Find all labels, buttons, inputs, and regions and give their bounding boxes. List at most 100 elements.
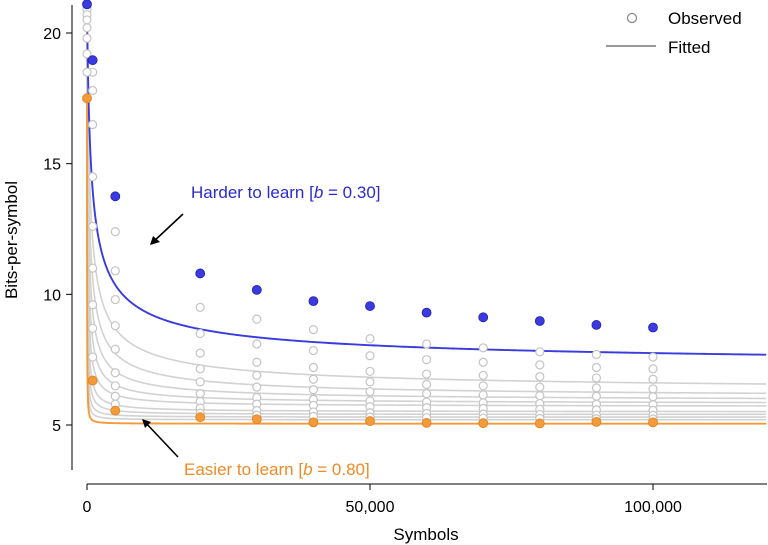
- observed-point-s5-9: [535, 391, 545, 401]
- observed-point-s0-3: [195, 268, 206, 279]
- observed-point-s2-7: [422, 355, 432, 365]
- observed-point-s0-6: [365, 301, 375, 311]
- legend-fitted-label: Fitted: [668, 38, 711, 57]
- observed-point-s4-8: [478, 381, 488, 391]
- observed-point-s1-3: [195, 302, 205, 312]
- x-tick-label-2: 100,000: [624, 499, 682, 516]
- annotation-hard-text: Harder to learn [b = 0.30]: [191, 183, 381, 202]
- observed-point-s0-7: [421, 307, 432, 318]
- annotation-easy-text: Easier to learn [b = 0.80]: [184, 460, 370, 479]
- observed-point-s0-9: [534, 316, 545, 326]
- observed-point-s2-10: [591, 362, 602, 373]
- observed-point-s4-3: [195, 364, 205, 374]
- observed-point-s7-0: [82, 33, 92, 43]
- annotation-hard-arrowhead: [150, 236, 160, 245]
- x-axis-label: Symbols: [393, 525, 458, 544]
- observed-point-s5-10: [591, 391, 602, 401]
- legend-observed-marker: [626, 12, 638, 24]
- observed-point-s3-10: [591, 373, 602, 383]
- observed-point-s2-9: [535, 360, 545, 370]
- observed-point-s9-0: [82, 67, 92, 77]
- y-axis-label: Bits-per-symbol: [2, 181, 21, 299]
- observed-point-s4-4: [252, 370, 262, 380]
- observed-point-s5-7: [422, 389, 432, 399]
- observed-point-s1-9: [535, 347, 545, 357]
- observed-point-s1-6: [365, 334, 375, 344]
- observed-point-s4-10: [591, 383, 602, 393]
- observed-point-s10-11: [648, 417, 658, 428]
- observed-point-s4-11: [648, 384, 658, 394]
- annotation-hard: Harder to learn [b = 0.30]: [150, 183, 381, 245]
- observed-point-s9-1: [88, 352, 98, 362]
- observed-point-s10-3: [195, 412, 206, 423]
- observed-point-s0-10: [591, 320, 602, 330]
- observed-point-s0-5: [308, 296, 319, 307]
- observed-point-s3-4: [252, 357, 262, 367]
- observed-point-s3-6: [365, 366, 375, 377]
- y-tick-label-3: 20: [43, 26, 61, 43]
- observed-point-s10-6: [365, 416, 375, 426]
- observed-point-s5-0: [82, 15, 92, 25]
- observed-point-s0-0: [82, 0, 92, 10]
- observed-point-s2-3: [195, 328, 205, 339]
- observed-point-s1-8: [478, 343, 488, 353]
- y-axis-ticks: 5 10 15 20: [43, 26, 72, 435]
- observed-point-s0-1: [87, 55, 98, 66]
- annotation-easy-arrowhead: [142, 419, 151, 428]
- observed-point-s2-11: [648, 364, 658, 374]
- observed-point-s4-1: [88, 172, 98, 182]
- observed-point-s7-2: [110, 381, 120, 391]
- observed-point-s1-7: [422, 339, 432, 349]
- observed-point-s3-9: [535, 372, 545, 382]
- observed-point-s3-7: [422, 369, 432, 379]
- observed-point-s4-9: [535, 382, 545, 392]
- y-tick-label-2: 15: [43, 157, 61, 174]
- observed-point-s1-10: [591, 349, 602, 360]
- observed-point-s2-1: [88, 85, 98, 96]
- observed-point-s3-11: [648, 374, 658, 384]
- observed-points: [82, 0, 658, 429]
- observed-point-s1-5: [308, 325, 318, 335]
- observed-point-s4-6: [365, 377, 375, 387]
- observed-point-s10-9: [534, 418, 545, 429]
- observed-point-s0-2: [110, 191, 121, 202]
- annotation-hard-arrow: [151, 213, 184, 244]
- observed-point-s5-11: [648, 392, 658, 402]
- observed-point-s2-6: [365, 351, 375, 361]
- y-tick-label-0: 5: [52, 418, 61, 435]
- observed-point-s10-1: [87, 375, 98, 386]
- observed-point-s6-2: [110, 368, 120, 378]
- x-tick-label-0: 0: [83, 499, 92, 516]
- observed-point-s0-8: [478, 312, 489, 323]
- observed-point-s3-3: [195, 348, 205, 358]
- observed-point-s3-2: [110, 294, 120, 305]
- observed-point-s5-2: [110, 344, 120, 354]
- observed-point-s5-4: [252, 382, 262, 392]
- annotation-easy: Easier to learn [b = 0.80]: [142, 419, 370, 479]
- observed-point-s8-1: [88, 323, 98, 333]
- observed-point-s10-0: [82, 93, 92, 104]
- observed-point-s0-11: [648, 322, 658, 333]
- observed-point-s10-2: [110, 405, 121, 416]
- observed-point-s10-4: [251, 414, 262, 425]
- x-axis-ticks: 0 50,000 100,000: [83, 483, 767, 516]
- observed-point-s1-4: [252, 314, 262, 324]
- observed-point-s5-6: [365, 386, 375, 397]
- observed-point-s1-11: [648, 352, 658, 362]
- observed-point-s5-8: [478, 390, 488, 400]
- observed-point-s5-5: [308, 385, 318, 395]
- observed-point-s7-1: [88, 300, 98, 310]
- y-tick-label-1: 10: [43, 287, 61, 304]
- observed-point-s6-1: [88, 263, 98, 273]
- observed-point-s0-4: [251, 284, 262, 295]
- observed-point-s10-5: [308, 417, 319, 428]
- observed-point-s1-2: [110, 227, 120, 237]
- observed-point-s2-2: [110, 266, 120, 276]
- observed-point-s10-8: [478, 418, 489, 429]
- observed-point-s2-8: [478, 357, 488, 367]
- observed-point-s6-3: [195, 389, 205, 399]
- observed-point-s10-7: [421, 418, 432, 428]
- observed-point-s8-0: [82, 49, 92, 59]
